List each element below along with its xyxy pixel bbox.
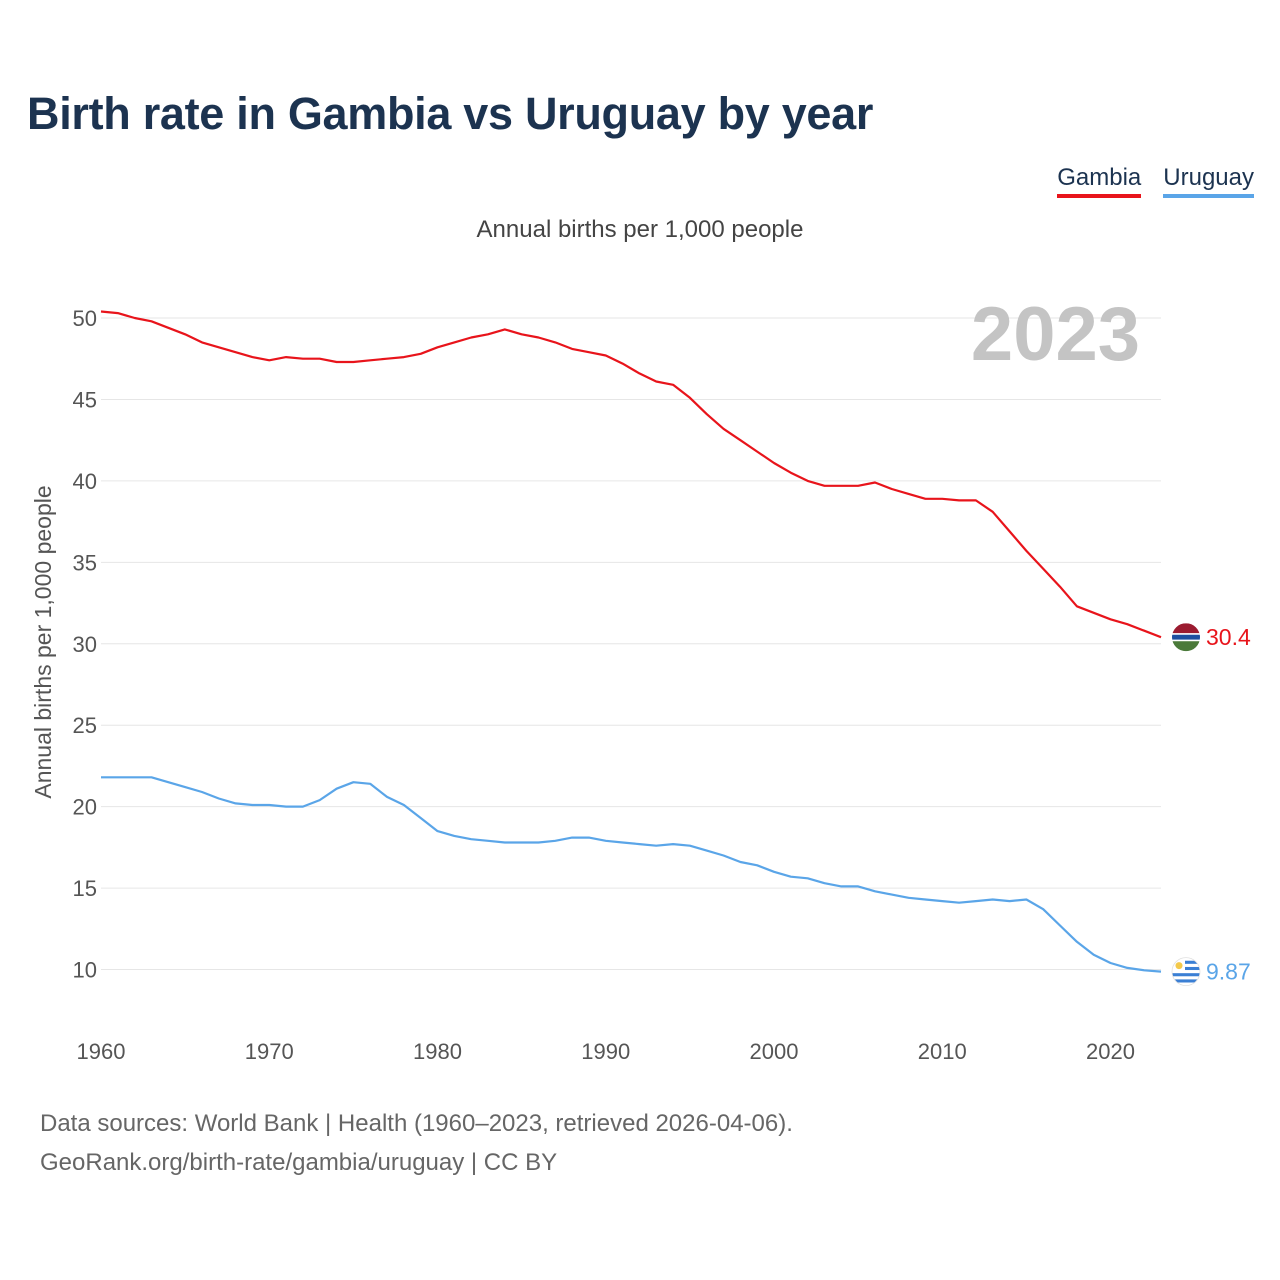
y-tick-label: 35 bbox=[73, 550, 97, 575]
series-line-uruguay bbox=[101, 776, 1162, 973]
footer: Data sources: World Bank | Health (1960–… bbox=[40, 1104, 793, 1182]
y-tick-label: 20 bbox=[73, 795, 97, 820]
y-tick-label: 40 bbox=[73, 469, 97, 494]
legend-item-uruguay[interactable]: Uruguay bbox=[1163, 164, 1254, 198]
legend: Gambia Uruguay bbox=[1057, 164, 1254, 198]
y-tick-label: 30 bbox=[73, 632, 97, 657]
chart-subtitle: Annual births per 1,000 people bbox=[476, 216, 804, 243]
source-url[interactable]: GeoRank.org/birth-rate/gambia/uruguay | … bbox=[40, 1149, 558, 1176]
y-axis-title: Annual births per 1,000 people bbox=[30, 485, 56, 798]
y-tick-label: 50 bbox=[73, 306, 97, 331]
y-tick-label: 10 bbox=[73, 958, 97, 983]
y-tick-label: 45 bbox=[73, 387, 97, 412]
y-tick-label: 25 bbox=[73, 713, 97, 738]
x-tick-label: 1970 bbox=[245, 1039, 294, 1064]
uruguay-flag-outline bbox=[1171, 957, 1201, 987]
y-tick-label: 15 bbox=[73, 876, 97, 901]
x-tick-label: 1990 bbox=[581, 1039, 630, 1064]
chart-title: Birth rate in Gambia vs Uruguay by year bbox=[27, 88, 874, 139]
x-tick-label: 2020 bbox=[1086, 1039, 1135, 1064]
line-chart: 10 15 20 25 30 35 40 45 50 1960 1970 1980 1990 2000 20… bbox=[30, 292, 1251, 1064]
x-tick-label: 2000 bbox=[750, 1039, 799, 1064]
legend-item-gambia[interactable]: Gambia bbox=[1057, 164, 1142, 198]
end-label-gambia: 30.4 bbox=[1206, 624, 1251, 650]
uruguay-flag-icon bbox=[1172, 957, 1200, 986]
series-line-gambia bbox=[100, 310, 1162, 639]
gambia-flag-icon bbox=[1172, 623, 1200, 652]
end-label-uruguay: 9.87 bbox=[1206, 959, 1251, 985]
x-tick-label: 2010 bbox=[918, 1039, 967, 1064]
data-source-note: Data sources: World Bank | Health (1960–… bbox=[40, 1110, 793, 1137]
x-tick-label: 1960 bbox=[77, 1039, 126, 1064]
current-year-watermark: 2023 bbox=[971, 292, 1140, 377]
x-tick-label: 1980 bbox=[413, 1039, 462, 1064]
